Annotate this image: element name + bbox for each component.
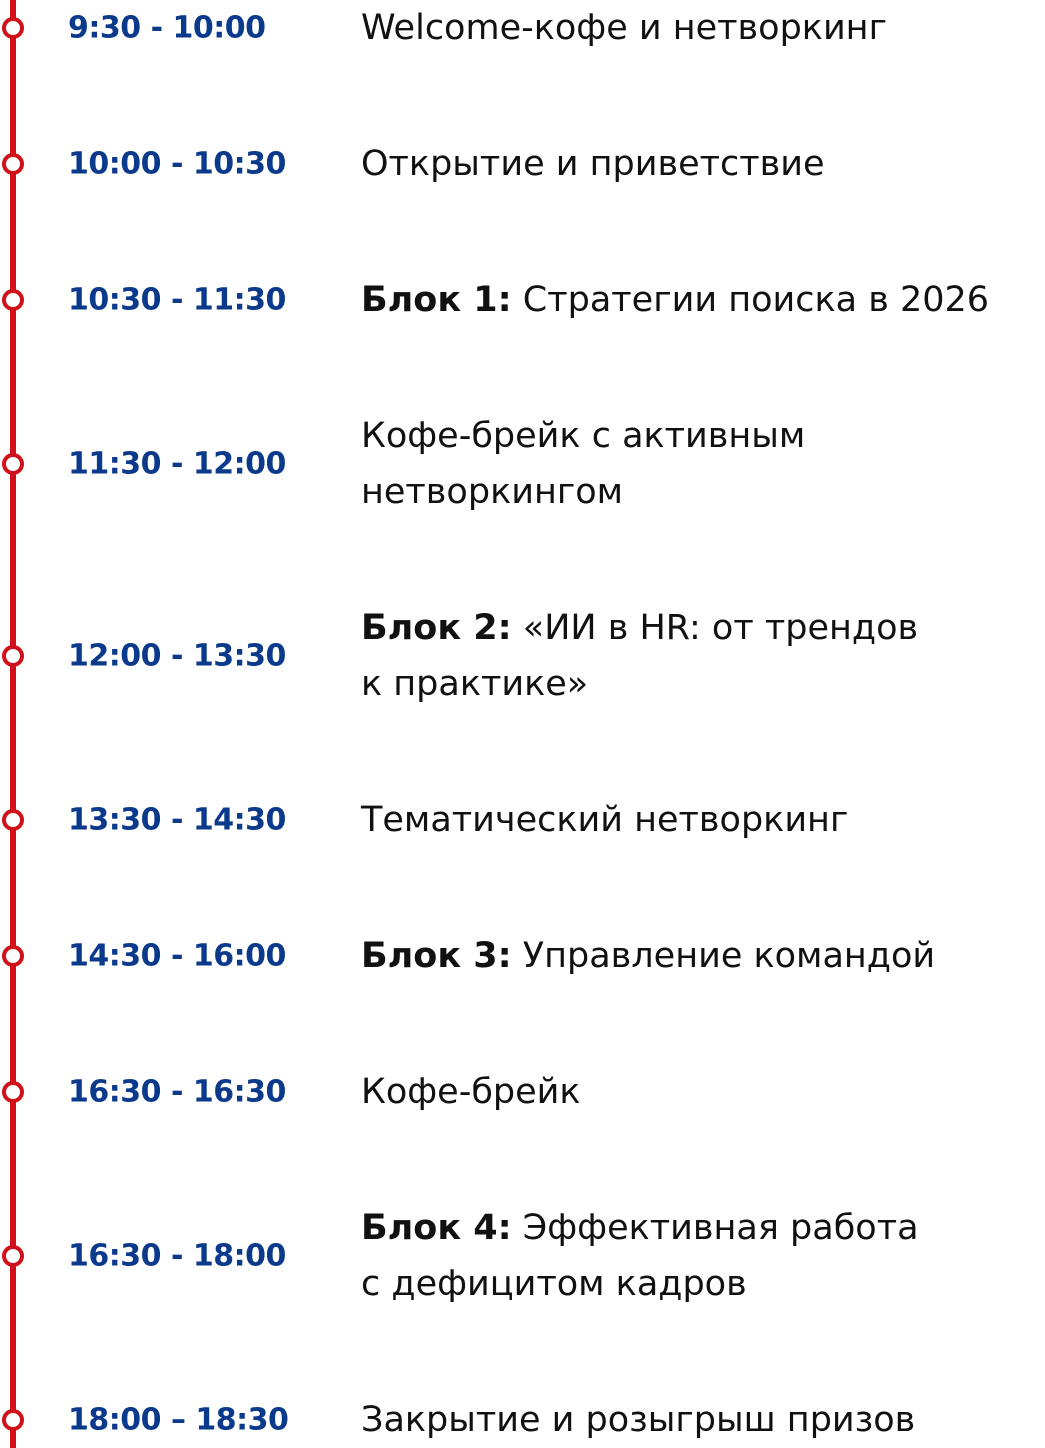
description-text: Кофе-брейк с активным xyxy=(361,416,806,456)
time-range: 11:30 - 12:00 xyxy=(68,446,286,482)
timeline-dot xyxy=(2,153,24,175)
description-text: Управление командой xyxy=(522,936,936,976)
description-line: к практике» xyxy=(361,656,918,712)
description-line: Welcome-кофе и нетворкинг xyxy=(361,0,887,56)
timeline-dot xyxy=(2,453,24,475)
timeline-dot xyxy=(2,1409,24,1431)
description-line: Закрытие и розыгрыш призов xyxy=(361,1392,915,1448)
session-description: Welcome-кофе и нетворкинг xyxy=(361,0,887,56)
description-text: нетворкингом xyxy=(361,472,624,512)
description-text: Эффективная работа xyxy=(522,1208,919,1248)
description-text: Закрытие и розыгрыш призов xyxy=(361,1400,916,1440)
session-description: Блок 2: «ИИ в HR: от трендов к практике» xyxy=(361,600,918,712)
timeline-dot xyxy=(2,17,24,39)
timeline-dot xyxy=(2,1081,24,1103)
time-range: 16:30 - 16:30 xyxy=(68,1074,286,1110)
description-line: Кофе-брейк xyxy=(361,1064,581,1120)
description-line: Блок 3: Управление командой xyxy=(361,928,935,984)
description-text: с дефицитом кадров xyxy=(361,1264,747,1304)
description-text: Открытие и приветствие xyxy=(361,144,825,184)
time-range: 12:00 - 13:30 xyxy=(68,638,286,674)
time-range: 14:30 - 16:00 xyxy=(68,938,286,974)
time-range: 10:00 - 10:30 xyxy=(68,146,286,182)
timeline-dot xyxy=(2,1245,24,1267)
session-description: Блок 3: Управление командой xyxy=(361,928,935,984)
time-range: 18:00 – 18:30 xyxy=(68,1402,289,1438)
description-text: «ИИ в HR: от трендов xyxy=(522,608,919,648)
session-description: Блок 4: Эффективная работа с дефицитом ка… xyxy=(361,1200,919,1312)
session-description: Тематический нетворкинг xyxy=(361,792,848,848)
description-line: Блок 1: Стратегии поиска в 2026 xyxy=(361,272,989,328)
description-line: Блок 2: «ИИ в HR: от трендов xyxy=(361,600,918,656)
block-label: Блок 3: xyxy=(361,936,512,976)
description-text: Тематический нетворкинг xyxy=(361,800,849,840)
session-description: Кофе-брейк xyxy=(361,1064,581,1120)
block-label: Блок 1: xyxy=(361,280,512,320)
time-range: 13:30 - 14:30 xyxy=(68,802,286,838)
description-line: Тематический нетворкинг xyxy=(361,792,848,848)
session-description: Блок 1: Стратегии поиска в 2026 xyxy=(361,272,989,328)
time-range: 9:30 - 10:00 xyxy=(68,10,266,46)
description-line: Блок 4: Эффективная работа xyxy=(361,1200,919,1256)
timeline-dot xyxy=(2,645,24,667)
description-text: Welcome-кофе и нетворкинг xyxy=(361,8,887,48)
timeline-line xyxy=(10,0,16,1448)
block-label: Блок 4: xyxy=(361,1208,512,1248)
session-description: Кофе-брейк с активным нетворкингом xyxy=(361,408,805,520)
block-label: Блок 2: xyxy=(361,608,512,648)
time-range: 16:30 - 18:00 xyxy=(68,1238,286,1274)
session-description: Открытие и приветствие xyxy=(361,136,825,192)
description-text: Стратегии поиска в 2026 xyxy=(522,280,990,320)
description-text: к практике» xyxy=(361,664,589,704)
timeline-dot xyxy=(2,289,24,311)
description-line: Открытие и приветствие xyxy=(361,136,825,192)
session-description: Закрытие и розыгрыш призов xyxy=(361,1392,915,1448)
description-text: Кофе-брейк xyxy=(361,1072,581,1112)
description-line: Кофе-брейк с активным xyxy=(361,408,805,464)
time-range: 10:30 - 11:30 xyxy=(68,282,286,318)
timeline-dot xyxy=(2,809,24,831)
timeline-dot xyxy=(2,945,24,967)
description-line: нетворкингом xyxy=(361,464,805,520)
description-line: с дефицитом кадров xyxy=(361,1256,919,1312)
